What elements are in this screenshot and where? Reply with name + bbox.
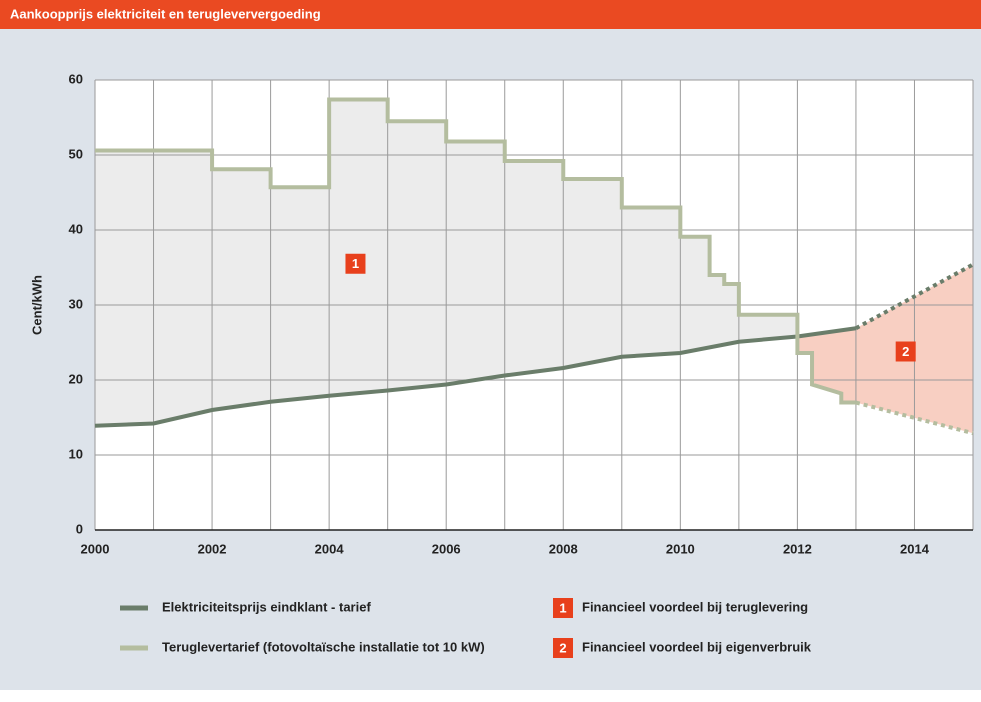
annotation-number: 1 [352,256,359,271]
x-tick-label: 2004 [315,541,345,556]
y-tick-label: 0 [76,521,83,536]
legend-number: 1 [559,600,566,615]
legend-number: 2 [559,640,566,655]
y-tick-label: 50 [69,146,83,161]
annotation-badge [895,341,916,362]
y-axis-label: Cent/kWh [29,275,44,335]
y-tick-label: 40 [69,221,83,236]
x-tick-label: 2008 [549,541,578,556]
x-tick-label: 2014 [900,541,930,556]
area-self-consumption-advantage [797,264,973,434]
x-tick-label: 2012 [783,541,812,556]
y-tick-label: 30 [69,296,83,311]
y-tick-label: 10 [69,446,83,461]
header-bar [0,0,981,29]
chart-title: Aankoopprijs elektriciteit en teruglever… [10,6,321,21]
x-tick-label: 2002 [198,541,227,556]
legend-label: Financieel voordeel bij eigenverbruik [582,639,812,654]
series-line [94,326,857,428]
legend-label: Elektriciteitsprijs eindklant - tarief [162,599,371,614]
x-tick-label: 2006 [432,541,461,556]
legend-badge [553,598,573,618]
legend-badge [553,638,573,658]
annotation-number: 2 [902,344,909,359]
x-tick-label: 2000 [81,541,110,556]
y-tick-label: 60 [69,71,83,86]
series-line [95,97,856,405]
legend-label: Financieel voordeel bij teruglevering [582,599,808,614]
projection-line [854,262,974,331]
x-tick-label: 2010 [666,541,695,556]
legend-label: Teruglevertarief (fotovoltaïsche install… [162,639,485,654]
y-tick-label: 20 [69,371,83,386]
annotation-badge [345,253,366,274]
